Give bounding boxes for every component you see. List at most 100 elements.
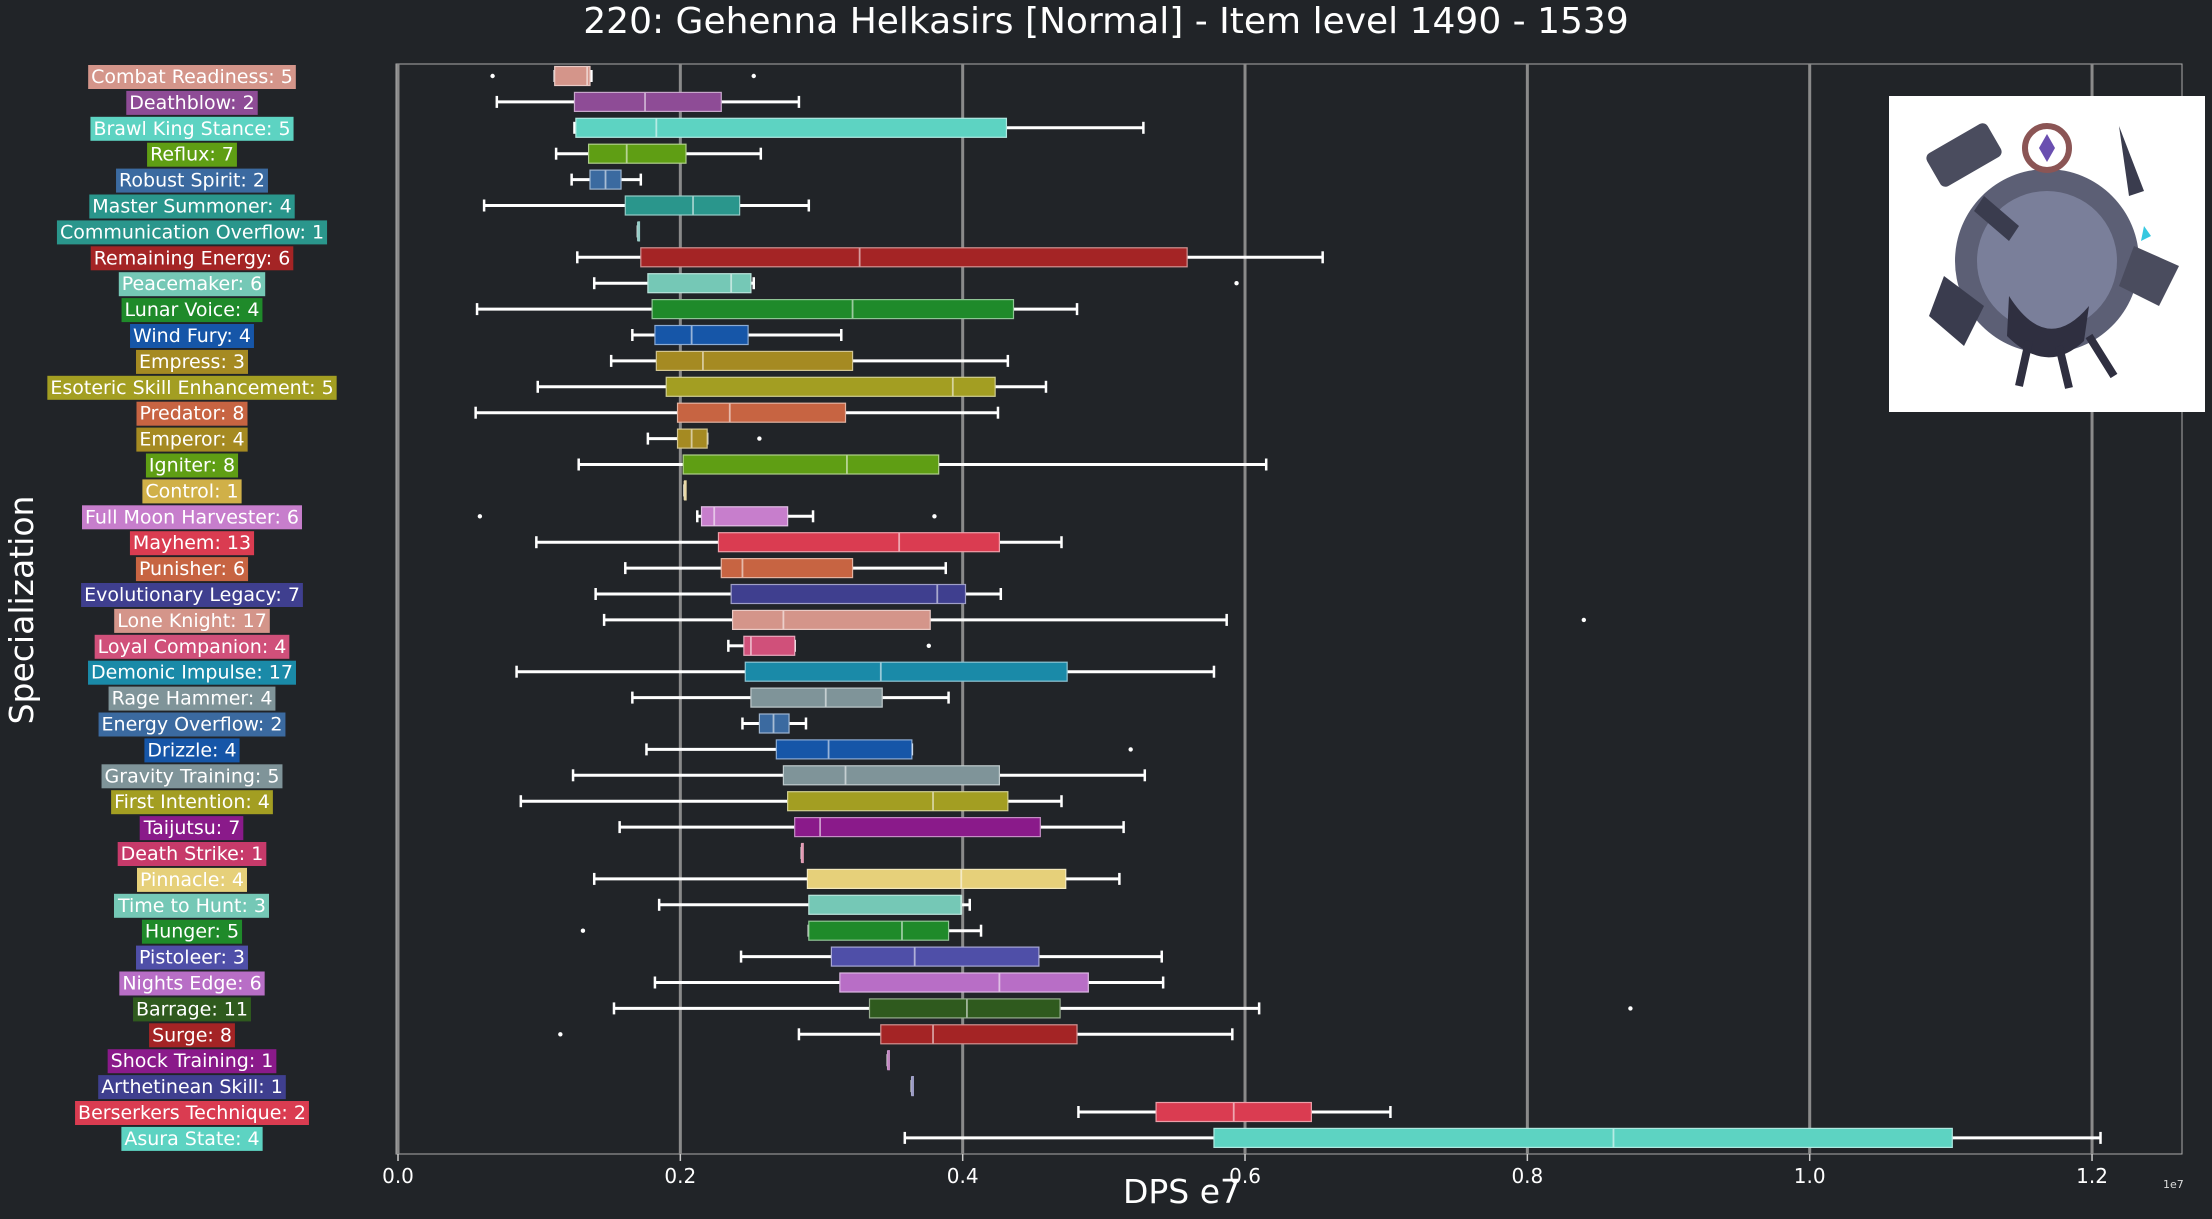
box: [676, 402, 847, 423]
box: [640, 247, 1188, 268]
x-tick-label: 0.0: [382, 1164, 414, 1188]
box-group: [577, 454, 1268, 475]
box-group: [576, 247, 1324, 268]
box: [573, 91, 722, 113]
x-tick-label: 0.6: [1229, 1164, 1261, 1188]
box-group: [739, 946, 1163, 967]
box: [808, 920, 950, 941]
box-group: [482, 195, 811, 216]
y-tick-label: Asura State: 4: [124, 1128, 259, 1150]
y-tick-label: Deathblow: 2: [129, 92, 254, 114]
y-tick-label-bg: [136, 349, 248, 374]
y-tick-label-bg: [98, 712, 286, 737]
box-group: [631, 324, 843, 346]
box-group: [594, 583, 1003, 605]
box: [647, 273, 752, 294]
box: [655, 350, 854, 371]
box-group: [741, 713, 808, 734]
y-tick-label: Wind Fury: 4: [133, 325, 251, 347]
y-tick-label: Berserkers Technique: 2: [78, 1102, 306, 1124]
y-tick-label: Lunar Voice: 4: [125, 299, 260, 321]
box-group: [554, 143, 763, 164]
y-tick-label: Emperor: 4: [139, 429, 244, 451]
y-tick-label-bg: [136, 401, 248, 426]
y-tick-label-bg: [89, 194, 295, 219]
y-tick-label-bg: [145, 453, 239, 478]
box-group: [657, 894, 971, 915]
outlier-point: [1234, 281, 1239, 286]
box-group: [612, 998, 1633, 1019]
box-group: [474, 402, 1000, 423]
y-tick-label: Nights Edge: 6: [122, 973, 261, 995]
box-group: [910, 1075, 914, 1097]
outlier-point: [932, 514, 937, 519]
y-tick-label: Hunger: 5: [145, 921, 239, 943]
box-group: [519, 791, 1063, 812]
y-tick-label-bg: [56, 220, 328, 245]
y-tick-label-bg: [101, 764, 283, 789]
y-tick-label-bg: [135, 557, 249, 582]
box-group: [490, 65, 756, 87]
y-tick-label-bg: [94, 634, 290, 659]
y-tick-label-bg: [149, 1023, 235, 1048]
y-tick-label-bg: [129, 531, 255, 556]
y-tick-label-bg: [47, 375, 337, 400]
box: [794, 816, 1041, 838]
y-tick-label: Death Strike: 1: [121, 843, 264, 865]
box: [730, 583, 967, 605]
y-tick-label-bg: [90, 116, 294, 141]
box-group: [624, 557, 947, 579]
box-group: [609, 350, 1010, 371]
y-tick-label: Communication Overflow: 1: [60, 221, 324, 243]
y-tick-label-bg: [81, 583, 303, 607]
box: [654, 324, 749, 346]
box: [744, 661, 1068, 682]
box-group: [903, 1127, 2102, 1149]
y-tick-label: Arthetinean Skill: 1: [101, 1076, 283, 1098]
y-tick-label: Surge: 8: [152, 1024, 232, 1046]
y-tick-label-bg: [121, 1126, 263, 1151]
box: [587, 143, 687, 164]
y-tick-label: Pinnacle: 4: [140, 869, 244, 891]
y-tick-label-bg: [82, 505, 302, 530]
box-group: [570, 169, 643, 190]
y-tick-label-bg: [139, 816, 244, 841]
y-tick-label: Loyal Companion: 4: [98, 636, 287, 658]
y-tick-label: Punisher: 6: [139, 558, 245, 580]
box-group: [558, 1024, 1234, 1045]
y-tick-label: Time to Hunt: 3: [117, 895, 266, 917]
y-tick-label: First Intention: 4: [114, 791, 270, 813]
y-tick-label: Barrage: 11: [136, 998, 248, 1020]
y-tick-label: Esoteric Skill Enhancement: 5: [50, 377, 333, 399]
y-tick-label: Evolutionary Legacy: 7: [84, 584, 300, 606]
box: [717, 532, 1000, 553]
box-group: [515, 661, 1216, 682]
box: [806, 868, 1067, 890]
plot-frame: [395, 63, 2183, 1155]
box-group: [1077, 1101, 1392, 1123]
y-tick-label-bg: [117, 842, 267, 866]
y-tick-label-bg: [88, 65, 296, 89]
box: [880, 1024, 1078, 1045]
y-tick-label: Brawl King Stance: 5: [93, 118, 290, 140]
outlier-point: [490, 73, 495, 79]
box-group: [571, 765, 1147, 786]
chart-title: 220: Gehenna Helkasirs [Normal] - Item l…: [583, 1, 1629, 42]
box-group: [592, 273, 1239, 294]
y-tick-label-bg: [114, 608, 270, 633]
outlier-point: [558, 1032, 563, 1037]
y-tick-label: Shock Training: 1: [111, 1050, 274, 1072]
y-tick-label-bg: [75, 1101, 309, 1125]
y-tick-label-bg: [130, 324, 254, 348]
box-group: [886, 1050, 890, 1071]
outlier-point: [757, 436, 762, 441]
y-tick-label: Taijutsu: 7: [143, 817, 241, 839]
box-group: [636, 221, 641, 242]
x-tick-label: 0.8: [1511, 1164, 1543, 1188]
y-tick-label: Combat Readiness: 5: [91, 66, 293, 88]
box-group: [592, 868, 1121, 890]
outlier-point: [1581, 617, 1587, 623]
box: [720, 557, 854, 579]
box: [775, 739, 913, 760]
